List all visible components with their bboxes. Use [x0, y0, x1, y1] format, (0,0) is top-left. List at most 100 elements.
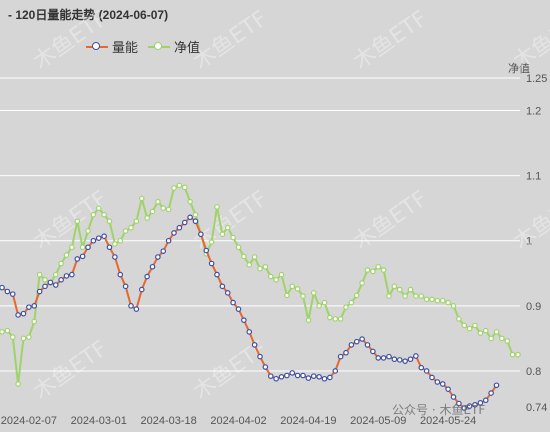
- point-volume: [138, 286, 145, 293]
- point-nav: [79, 244, 86, 251]
- point-volume: [429, 374, 435, 381]
- point-volume: [52, 282, 59, 288]
- point-nav: [327, 314, 333, 321]
- point-volume: [450, 394, 457, 400]
- point-volume: [407, 356, 414, 363]
- point-volume: [85, 244, 91, 251]
- point-volume: [300, 372, 306, 379]
- point-nav: [192, 211, 199, 218]
- point-volume: [423, 368, 430, 374]
- point-volume: [439, 381, 446, 387]
- point-volume: [181, 219, 188, 226]
- point-nav: [434, 297, 441, 304]
- point-volume: [359, 336, 365, 342]
- point-nav: [439, 297, 446, 304]
- point-nav: [499, 335, 505, 342]
- point-volume: [284, 372, 290, 379]
- point-volume: [477, 400, 484, 406]
- point-nav: [294, 286, 301, 292]
- point-nav: [235, 244, 242, 251]
- point-volume: [273, 375, 279, 382]
- point-nav: [241, 253, 247, 260]
- point-volume: [235, 306, 242, 312]
- point-nav: [482, 327, 489, 334]
- point-volume: [493, 382, 500, 389]
- watermark: 木鱼ETF: [29, 186, 112, 255]
- point-volume: [63, 273, 70, 279]
- point-nav: [69, 244, 75, 251]
- point-nav: [332, 316, 339, 322]
- point-nav: [0, 329, 5, 335]
- y-tick-label: 1: [526, 236, 532, 248]
- point-volume: [0, 284, 5, 291]
- legend: 量能 净值: [86, 37, 200, 56]
- point-nav: [477, 330, 484, 336]
- point-nav: [396, 286, 403, 293]
- point-nav: [353, 292, 360, 299]
- point-volume: [203, 247, 210, 254]
- point-nav: [144, 215, 150, 221]
- point-volume: [219, 283, 226, 290]
- y-tick-label-min: 0.74: [526, 402, 547, 414]
- point-volume: [128, 303, 134, 309]
- point-nav: [386, 293, 392, 299]
- point-nav: [391, 283, 398, 290]
- point-volume: [364, 342, 371, 348]
- point-nav: [4, 327, 11, 334]
- point-nav: [90, 211, 97, 218]
- point-nav: [413, 293, 419, 299]
- point-volume: [466, 403, 473, 409]
- point-volume: [482, 397, 489, 404]
- point-nav: [165, 206, 172, 213]
- watermark: 木鱼ETF: [509, 186, 550, 255]
- point-nav: [348, 299, 355, 306]
- legend-label-nav: 净值: [174, 40, 201, 55]
- point-volume: [353, 338, 360, 345]
- point-nav: [149, 208, 156, 215]
- point-nav: [504, 338, 511, 344]
- point-volume: [112, 254, 118, 260]
- point-volume: [230, 299, 236, 306]
- point-volume: [47, 279, 54, 286]
- point-volume: [380, 355, 387, 361]
- point-volume: [461, 405, 468, 411]
- watermark: 木鱼ETF: [189, 6, 272, 75]
- point-volume: [26, 304, 32, 310]
- point-volume: [294, 372, 301, 379]
- point-volume: [343, 349, 349, 356]
- point-nav: [472, 322, 478, 329]
- point-nav: [42, 277, 48, 283]
- y-tick-label: 1.25: [526, 73, 547, 85]
- legend-item-volume[interactable]: 量能: [86, 37, 138, 56]
- point-volume: [90, 237, 97, 244]
- point-volume: [58, 277, 64, 283]
- point-volume: [257, 353, 263, 360]
- point-nav: [187, 198, 193, 205]
- point-volume: [348, 342, 355, 348]
- point-nav: [74, 218, 81, 225]
- y-axis-title: 净值: [508, 63, 530, 75]
- point-volume: [9, 291, 16, 297]
- point-nav: [418, 293, 425, 299]
- point-nav: [278, 271, 285, 278]
- point-volume: [42, 283, 48, 290]
- point-nav: [509, 351, 516, 358]
- point-nav: [133, 218, 140, 225]
- point-nav: [267, 273, 274, 280]
- point-volume: [117, 271, 124, 278]
- volume-legend-icon: [86, 41, 108, 53]
- point-nav: [181, 184, 188, 191]
- point-volume: [472, 401, 478, 408]
- point-volume: [15, 312, 21, 318]
- point-volume: [241, 317, 247, 323]
- point-volume: [4, 288, 11, 295]
- point-volume: [434, 379, 441, 385]
- point-nav: [456, 316, 462, 322]
- legend-item-nav[interactable]: 净值: [148, 37, 200, 56]
- point-nav: [380, 267, 387, 273]
- point-volume: [79, 253, 86, 260]
- point-volume: [337, 353, 344, 360]
- point-nav: [101, 211, 107, 218]
- point-nav: [112, 241, 118, 247]
